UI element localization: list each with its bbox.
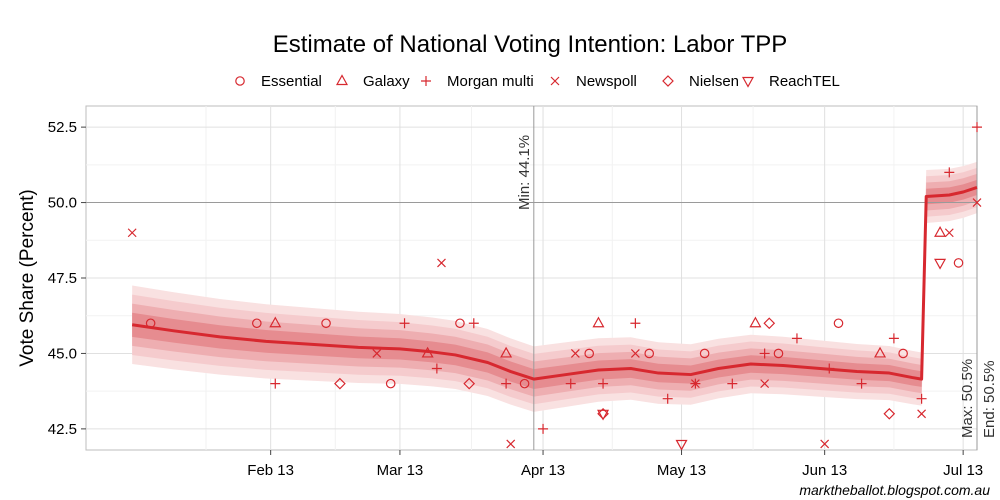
poll-point-newspoll	[917, 409, 927, 419]
poll-point-essential	[644, 348, 655, 359]
poll-point-morgan-multi	[888, 333, 899, 344]
poll-point-morgan-multi	[630, 318, 641, 329]
poll-point-galaxy	[421, 346, 434, 358]
legend-label: Essential	[261, 73, 322, 90]
trend-line	[131, 186, 978, 381]
poll-point-morgan-multi	[727, 378, 738, 389]
poll-point-nielsen	[463, 377, 476, 390]
legend-label: Nielsen	[689, 73, 739, 90]
poll-point-newspoll	[690, 379, 700, 389]
poll-point-galaxy	[500, 346, 513, 358]
poll-point-newspoll	[630, 349, 640, 358]
poll-point-morgan-multi	[468, 318, 479, 329]
poll-point-nielsen	[883, 407, 896, 420]
y-tick-label: 50.0	[48, 195, 77, 212]
poll-point-morgan-multi	[972, 122, 982, 133]
poll-point-essential	[519, 378, 530, 389]
legend: Essential Galaxy Morgan multi Newspoll Niels…	[235, 73, 840, 90]
x-tick-label: Apr 13	[521, 462, 565, 479]
poll-point-reachtel	[934, 258, 947, 270]
y-tick-label: 47.5	[48, 270, 77, 287]
poll-point-galaxy	[749, 316, 762, 328]
plot-area: Min: 44.1% Max: 50.5% End: 50.5%	[85, 105, 998, 451]
poll-point-morgan-multi	[856, 378, 867, 389]
end-annotation: End: 50.5%	[981, 360, 998, 438]
min-annotation: Min: 44.1%	[516, 135, 533, 210]
legend-marker-triangle-up	[335, 74, 349, 86]
poll-point-essential	[584, 348, 595, 359]
legend-label: ReachTEL	[769, 73, 840, 90]
poll-point-reachtel	[675, 439, 688, 451]
x-tick-label: May 13	[657, 462, 706, 479]
poll-point-essential	[145, 318, 156, 329]
poll-point-newspoll	[372, 349, 382, 358]
poll-point-essential	[455, 318, 465, 329]
poll-point-morgan-multi	[565, 378, 576, 389]
poll-point-morgan-multi	[916, 393, 927, 404]
poll-point-morgan-multi	[431, 363, 442, 374]
legend-marker-plus	[421, 76, 431, 86]
max-annotation: Max: 50.5%	[959, 359, 976, 438]
y-tick-label: 52.5	[48, 119, 77, 136]
poll-point-newspoll	[944, 228, 954, 238]
poll-point-morgan-multi	[538, 423, 549, 434]
poll-point-galaxy	[874, 346, 887, 358]
poll-point-morgan-multi	[598, 378, 609, 389]
poll-point-galaxy	[269, 316, 282, 328]
poll-point-newspoll	[570, 349, 580, 358]
legend-marker-triangle-down	[741, 76, 755, 88]
band-inner	[132, 179, 978, 390]
legend-label: Morgan multi	[447, 73, 534, 90]
poll-point-essential	[953, 258, 964, 268]
poll-point-essential	[833, 318, 844, 329]
poll-point-morgan-multi	[662, 393, 673, 404]
poll-point-morgan-multi	[791, 333, 802, 344]
poll-point-morgan-multi	[759, 348, 770, 359]
poll-point-essential	[699, 348, 710, 359]
x-tick-label: Feb 13	[247, 462, 294, 479]
poll-point-reachtel	[597, 409, 610, 421]
x-tick-label: Jul 13	[943, 462, 983, 479]
y-axis: 42.5 45.0 47.5 50.0 52.5	[48, 119, 86, 438]
y-tick-label: 45.0	[48, 345, 77, 362]
legend-marker-circle	[235, 76, 245, 86]
y-tick-label: 42.5	[48, 421, 77, 438]
poll-point-morgan-multi	[824, 363, 835, 374]
poll-point-nielsen	[334, 377, 346, 390]
chart-title: Estimate of National Voting Intention: L…	[273, 31, 788, 58]
poll-point-newspoll	[506, 439, 516, 449]
poll-point-newspoll	[760, 379, 770, 389]
poll-point-galaxy	[592, 316, 605, 328]
poll-point-essential	[385, 378, 396, 389]
y-axis-title: Vote Share (Percent)	[17, 189, 38, 366]
poll-point-morgan-multi	[501, 378, 512, 389]
x-tick-label: Mar 13	[377, 462, 424, 479]
x-tick-label: Jun 13	[802, 462, 847, 479]
x-axis: Feb 13 Mar 13 Apr 13 May 13 Jun 13 Jul 13	[247, 450, 983, 479]
poll-point-newspoll	[820, 439, 830, 449]
poll-point-galaxy	[934, 226, 947, 237]
credit-text: marktheballot.blogspot.com.au	[799, 482, 990, 498]
legend-label: Newspoll	[576, 73, 637, 90]
poll-point-essential	[773, 348, 784, 359]
legend-label: Galaxy	[363, 73, 410, 90]
poll-point-newspoll	[972, 198, 982, 207]
poll-point-morgan-multi	[944, 167, 955, 178]
poll-point-essential	[898, 348, 908, 359]
poll-point-essential	[252, 318, 262, 329]
poll-point-nielsen	[763, 317, 776, 330]
poll-point-newspoll	[127, 228, 137, 238]
poll-point-morgan-multi	[270, 378, 281, 389]
poll-point-essential	[321, 318, 331, 329]
legend-marker-cross	[550, 76, 560, 86]
poll-point-newspoll	[437, 258, 446, 268]
legend-marker-diamond	[662, 75, 674, 87]
poll-point-morgan-multi	[399, 318, 410, 329]
